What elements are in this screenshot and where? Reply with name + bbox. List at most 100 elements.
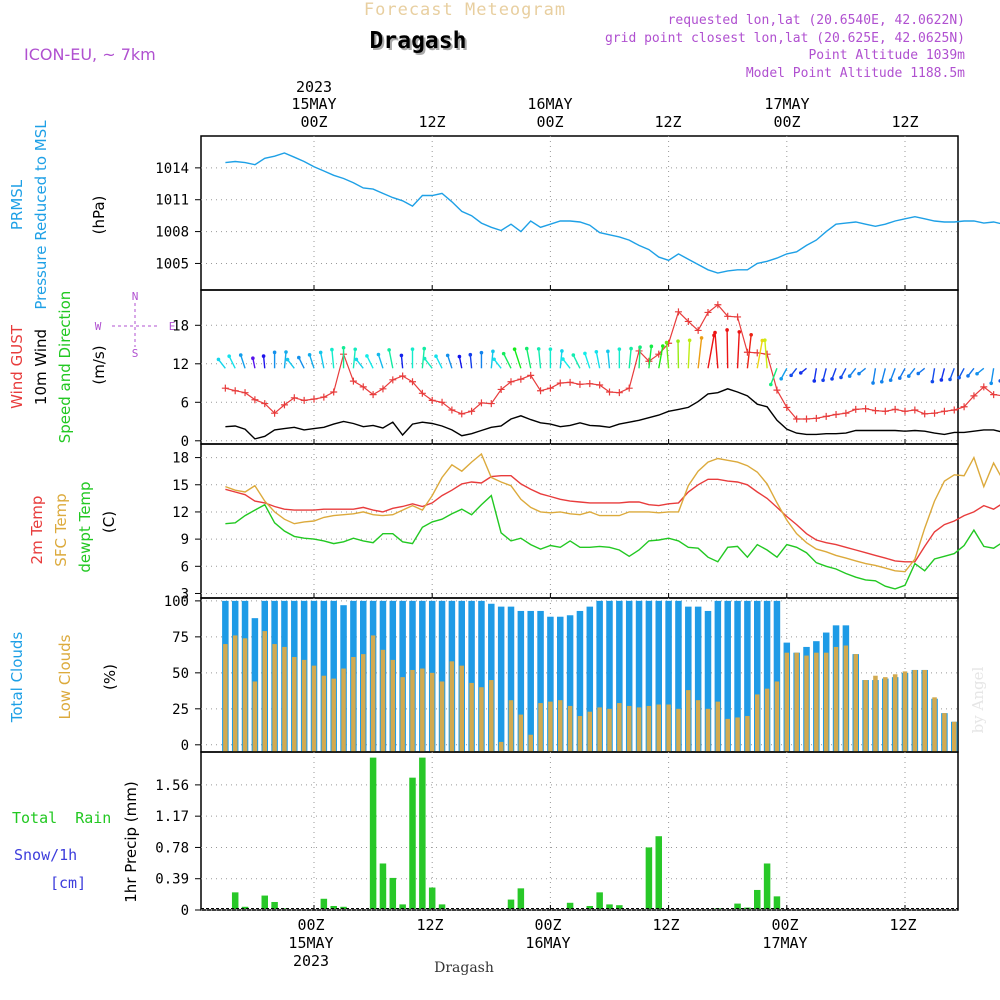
low-cloud-bar [784,652,790,752]
gust-marker [832,410,840,418]
gust-marker [409,378,416,386]
wind-arrow-head [769,382,773,387]
rain-bar [419,757,426,909]
wind-arrow [400,355,404,369]
model-label: ICON-EU, ~ 7km [24,45,156,64]
low-cloud-bar [646,705,652,752]
gust-marker [517,375,525,383]
wind-arrow [352,349,356,369]
total-cloud-bar [665,600,672,752]
wind-arrow [628,348,632,369]
model-point-altitude: Model Point Altitude 1188.5m [746,66,965,81]
wind-arrow [424,358,433,369]
wind-arrow [714,332,719,369]
pressure-label-2: Pressure Reduced to MSL [32,120,50,310]
low-cloud-bar [794,652,799,752]
top-time-label: 12Z [891,113,918,131]
compass-e: E [169,320,176,333]
wind-direction-arrows [216,328,1000,387]
wind-arrow [298,357,305,369]
top-time-label: 12Z [418,113,445,131]
top-time-axis: 2023 15MAY 00Z 12Z 16MAY 00Z 12Z 17MAY 0… [291,78,918,131]
wind-arrow [813,368,818,382]
total-cloud-bar [537,610,544,752]
wind-arrow-head [916,371,921,376]
low-cloud-bar [804,655,809,752]
gust-marker [842,409,850,417]
gust-marker [970,392,978,400]
clouds-panel: 0 25 50 75 100 [164,594,959,754]
gust-marker [349,377,357,385]
rain-bar [369,757,377,909]
gust-marker [931,409,939,417]
wind-arrow-head [779,376,783,381]
gust-marker [399,372,407,380]
gust-marker [871,407,879,415]
wind-arrow-head [376,352,381,357]
gust-marker [330,388,338,396]
gust-marker [684,317,692,325]
wind-arrow [881,368,886,382]
total-cloud-bar [478,600,485,752]
low-cloud-bar [508,700,514,752]
low-cloud-bar [912,669,918,752]
wind-arrow-head [457,354,462,359]
forecast-meteogram-title: Forecast Meteogram [364,0,566,20]
wind-arrow [493,358,502,369]
total-cloud-bar [724,600,731,752]
low-cloud-bar [420,668,425,752]
temperature-y-tick-label: 18 [172,451,189,467]
top-year-label: 2023 [296,78,332,96]
top-time-label: 00Z [300,113,327,131]
rain-bar [428,887,436,909]
wind-arrow [283,351,287,369]
top-date-label: 17MAY [764,95,809,113]
wind-arrow-head [629,346,633,351]
pressure-frame [200,135,959,291]
gust-marker [763,350,771,358]
wind-panel: 0 6 12 18 [172,289,1000,450]
compass-s: S [132,347,139,360]
wind-arrow-head [285,357,290,362]
wind-arrow [687,340,691,369]
temperature-y-tick-label: 9 [181,532,189,548]
total-clouds-label: Total Clouds [8,632,26,724]
wind-arrow [355,359,364,369]
wind-arrow [217,359,226,369]
temp2m-label: 2m Temp [28,496,46,565]
wind-arrow [366,355,374,369]
low-cloud-bar [390,659,396,752]
wind-arrow [940,368,946,381]
total-cloud-bar [625,600,633,752]
snow-unit-label: [cm] [50,874,86,892]
low-cloud-bar [498,741,504,752]
wind-arrow [648,346,653,369]
precip-y-tick-label: 1.17 [155,809,189,825]
precip-frame [200,751,959,911]
low-cloud-bar [232,635,238,752]
low-cloud-bar [902,671,908,752]
low-cloud-bar [311,665,317,752]
wind-arrow-head [725,328,729,332]
wind-arrow-head [699,336,704,340]
bottom-date-label: 16MAY [525,934,570,952]
gust-marker [852,405,860,413]
gust-marker [674,308,682,316]
rain-bar [281,908,288,909]
low-cloud-bar [577,716,583,752]
wind-unit: (m/s) [90,345,108,384]
low-cloud-bar [528,734,533,752]
gust-marker [271,409,279,417]
wind-arrow-head [749,333,753,337]
total-cloud-bar [576,610,584,752]
compass-rose: N S W E [95,290,176,360]
wind-arrow-head [468,352,473,357]
wind-arrow-head [341,345,346,350]
precip-y-tick-label: 1.56 [155,778,189,794]
wind-arrow [889,368,896,381]
gust-marker [251,396,259,404]
low-cloud-bar [252,681,258,752]
total-cloud-bar [527,610,534,752]
wind-arrow-head [830,377,834,381]
wind-arrow-head [353,347,358,352]
